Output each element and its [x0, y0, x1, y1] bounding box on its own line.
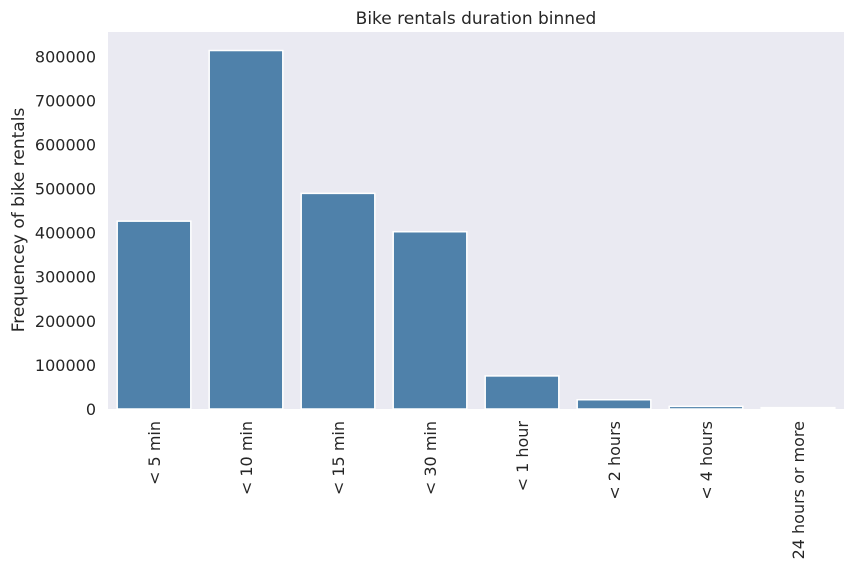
x-tick-label: < 30 min — [421, 421, 440, 495]
chart-title: Bike rentals duration binned — [356, 9, 597, 29]
y-tick-label: 500000 — [35, 180, 96, 199]
y-tick-label: 100000 — [35, 356, 96, 375]
y-tick-label: 700000 — [35, 91, 96, 110]
y-tick-label: 800000 — [35, 47, 96, 66]
bar-0 — [116, 220, 192, 410]
x-tick-label: < 5 min — [145, 421, 164, 485]
x-tick-label: < 2 hours — [605, 421, 624, 500]
x-tick-label: < 4 hours — [697, 421, 716, 500]
y-tick-label: 600000 — [35, 135, 96, 154]
x-tick-label: < 15 min — [329, 421, 348, 495]
y-axis-label: Frequencey of bike rentals — [9, 108, 29, 333]
x-tick-label: < 10 min — [237, 421, 256, 495]
x-tick-label: 24 hours or more — [789, 421, 808, 559]
bar-5 — [576, 398, 652, 410]
y-tick-label: 400000 — [35, 224, 96, 243]
bar-2 — [300, 192, 376, 410]
bars-group — [116, 49, 836, 410]
y-tick-labels: 0 100000 200000 300000 400000 500000 600000 700… — [35, 47, 96, 419]
bar-7 — [760, 406, 836, 410]
bar-1 — [208, 49, 284, 410]
x-tick-label: < 1 hour — [513, 421, 532, 492]
bar-4 — [484, 375, 560, 410]
bar-3 — [392, 230, 468, 410]
bar-6 — [668, 405, 744, 410]
y-tick-label: 300000 — [35, 268, 96, 287]
x-tick-labels: < 5 min < 10 min < 15 min < 30 min < 1 hour <… — [145, 421, 808, 560]
y-tick-label: 200000 — [35, 312, 96, 331]
y-tick-label: 0 — [86, 400, 96, 419]
